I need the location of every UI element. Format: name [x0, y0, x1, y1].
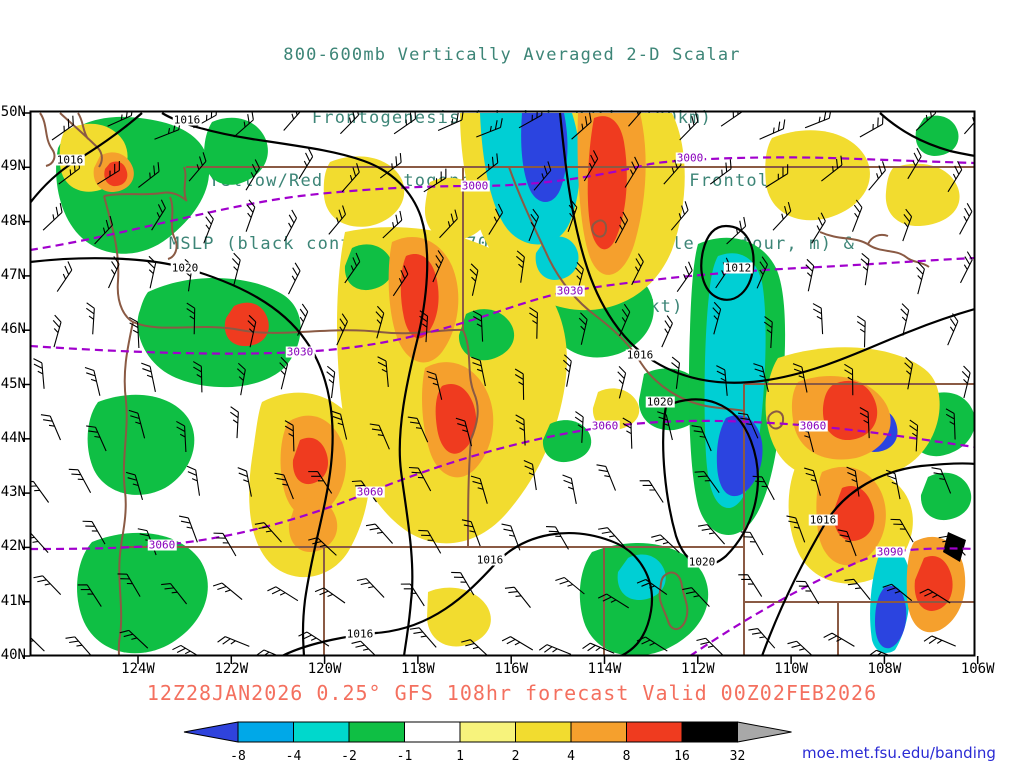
wind-barb — [45, 314, 63, 348]
colorbar-label: -2 — [341, 749, 357, 764]
colorbar-segment — [626, 721, 683, 743]
wind-barb — [255, 647, 289, 655]
fort-peck-lake — [819, 231, 930, 268]
colorbar-label: -4 — [286, 749, 302, 764]
colorbar-segment — [404, 721, 461, 743]
wind-barb — [639, 475, 664, 508]
wind-barb — [186, 464, 201, 498]
wind-barb — [855, 315, 866, 348]
colorbar-label: 2 — [512, 749, 520, 764]
wind-barb — [799, 258, 816, 292]
wind-barb — [823, 630, 855, 654]
wind-barb — [653, 314, 676, 348]
flathead-lake — [591, 219, 608, 238]
wind-barb — [277, 112, 305, 132]
wind-barb — [595, 461, 617, 495]
wind-barb — [32, 571, 62, 601]
colorbar-segment — [348, 721, 405, 743]
wind-barb — [314, 584, 346, 611]
wind-barb — [561, 472, 577, 506]
wind-barb — [50, 260, 76, 293]
wind-barb — [538, 642, 572, 655]
state-borders — [39, 112, 974, 655]
wind-barb — [356, 574, 385, 604]
colorbar-label: 16 — [674, 749, 690, 764]
wind-barb — [64, 632, 93, 655]
wind-barb — [228, 406, 240, 439]
colorbar-segment — [237, 721, 294, 743]
wind-barb — [40, 410, 62, 444]
wind-barb — [140, 360, 156, 395]
wind-barb — [266, 583, 299, 609]
wind-barb — [894, 303, 911, 337]
wind-barb — [504, 582, 532, 614]
mslp-contours — [31, 112, 974, 655]
wind-barb — [212, 579, 243, 607]
wind-barb — [812, 302, 824, 336]
colorbar-segment — [681, 721, 738, 743]
wind-barb — [909, 261, 927, 295]
colorbar-segment — [459, 721, 516, 743]
wind-barb — [334, 112, 363, 135]
wind-barb — [212, 528, 237, 561]
colorbar-label: -1 — [397, 749, 413, 764]
wind-barb — [716, 112, 748, 127]
wind-barb — [501, 520, 521, 554]
wind-barb — [952, 251, 974, 284]
wind-barb — [957, 112, 974, 135]
wind-barb — [291, 147, 316, 180]
colorbar-right-arrow — [737, 721, 792, 743]
wind-barb — [37, 202, 67, 231]
wind-barb — [747, 624, 776, 654]
title-line-1: 800-600mb Vertically Averaged 2-D Scalar — [283, 45, 741, 65]
wind-barb — [276, 209, 300, 242]
wind-barb — [501, 633, 534, 655]
shaded-field — [56, 113, 974, 655]
wind-barb — [704, 158, 736, 185]
colorbar: -8 -4 -2 -1 1 2 4 8 16 32 — [182, 720, 798, 772]
colorbar-left-arrow — [183, 721, 239, 743]
wind-barb — [84, 365, 101, 399]
wind-barb — [195, 210, 216, 244]
wind-barb — [171, 642, 204, 655]
wind-barb — [68, 464, 92, 498]
colorbar-segment — [515, 721, 572, 743]
wind-barb — [31, 528, 49, 559]
wind-barb — [365, 519, 394, 550]
colorbar-label: 32 — [730, 749, 746, 764]
wind-barb — [178, 512, 198, 546]
wind-barb — [351, 637, 380, 655]
yellowstone-lake — [767, 410, 785, 430]
wind-barb — [737, 569, 763, 602]
wind-barb — [217, 634, 250, 655]
wind-barb — [388, 112, 421, 135]
colorbar-label: -8 — [230, 749, 246, 764]
forecast-info: 12Z28JAN2026 0.25° GFS 108hr forecast Va… — [146, 681, 878, 705]
colorbar-label: 8 — [623, 749, 631, 764]
wind-barb — [280, 262, 303, 295]
wind-barb — [545, 522, 570, 554]
map-frame — [29, 110, 976, 657]
wind-barb — [84, 302, 96, 335]
credit-url[interactable]: moe.met.fsu.edu/banding — [802, 744, 996, 762]
colorbar-label: 4 — [567, 749, 575, 764]
wind-barb — [855, 114, 888, 138]
wind-barb — [923, 633, 957, 655]
wind-barb — [955, 365, 972, 399]
colorbar-label: 1 — [456, 749, 464, 764]
colorbar-segment — [293, 721, 350, 743]
wind-barb — [32, 357, 45, 391]
axis-ticks — [22, 112, 979, 664]
wind-barb — [856, 252, 871, 286]
wind-barb — [31, 476, 50, 508]
colorbar-segment — [570, 721, 627, 743]
colorbar-canvas: -8 -4 -2 -1 1 2 4 8 16 32 — [183, 721, 792, 764]
